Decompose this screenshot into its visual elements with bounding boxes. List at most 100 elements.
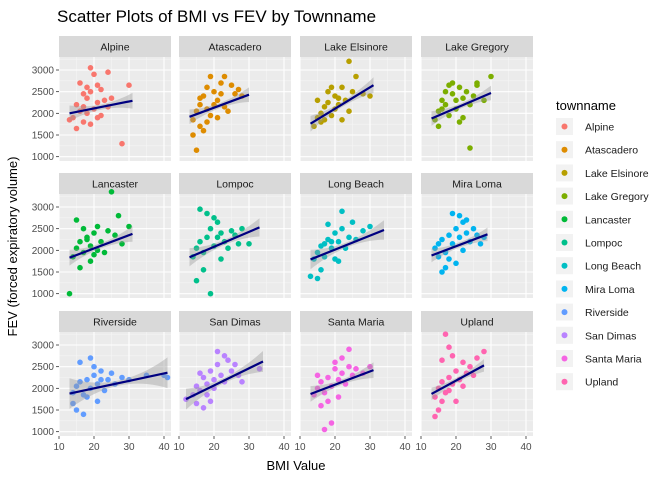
data-point — [439, 379, 445, 385]
data-point — [204, 392, 210, 398]
data-point — [94, 398, 101, 405]
facet-label: Atascadero — [208, 42, 261, 54]
facet-label: San Dimas — [209, 317, 260, 329]
data-point — [470, 225, 477, 232]
data-point — [470, 93, 477, 99]
fit-line — [189, 226, 260, 259]
facet-san-dimas: San Dimas 10 20 30 40 — [173, 311, 291, 453]
data-point — [218, 91, 224, 97]
data-point — [73, 245, 80, 251]
data-point — [77, 379, 83, 385]
legend-point — [561, 239, 568, 246]
legend-point — [561, 332, 568, 339]
data-point — [339, 117, 345, 123]
facet-label: Long Beach — [328, 179, 384, 191]
legend-label: Riverside — [585, 307, 629, 319]
data-point — [460, 383, 466, 390]
data-point — [197, 238, 203, 245]
data-point — [214, 114, 221, 121]
legend-point — [561, 123, 568, 130]
data-point — [463, 88, 470, 95]
data-point — [190, 117, 196, 123]
data-point — [432, 413, 438, 420]
legend-point — [561, 355, 568, 362]
facet-strip — [179, 311, 291, 332]
legend-label: Santa Maria — [585, 354, 642, 366]
data-point — [77, 238, 83, 245]
facet-label: Lancaster — [92, 179, 139, 191]
facet-mira-loma: Mira Loma — [420, 173, 533, 298]
data-point — [256, 366, 263, 372]
fit-line — [431, 91, 492, 120]
data-point — [204, 381, 210, 387]
facet-strip — [300, 36, 412, 57]
legend-label: Lake Gregory — [585, 191, 649, 203]
data-point — [200, 267, 207, 273]
data-point — [91, 230, 97, 236]
data-point — [207, 398, 214, 405]
data-point — [80, 91, 87, 97]
data-point — [470, 372, 477, 379]
data-point — [73, 383, 80, 390]
data-point — [108, 189, 115, 195]
facet-alpine: Alpine 1000 1500 2000 2500 3000 — [32, 36, 171, 163]
data-point — [204, 119, 210, 125]
data-point — [197, 370, 203, 377]
x-tick-label: 30 — [243, 442, 255, 453]
data-point — [339, 370, 345, 377]
data-point — [235, 86, 242, 93]
data-point — [200, 127, 207, 134]
x-tick-label: 20 — [88, 442, 100, 453]
data-point — [346, 108, 352, 114]
fit-line — [69, 232, 133, 259]
x-tick-label: 40 — [278, 442, 290, 453]
data-point — [446, 374, 452, 381]
data-point — [80, 119, 87, 125]
data-point — [204, 84, 210, 91]
data-point — [84, 376, 90, 383]
facet-label: Alpine — [100, 42, 129, 54]
data-point — [367, 363, 373, 370]
data-point — [325, 88, 331, 95]
data-point — [449, 241, 456, 247]
y-tick-label: 1500 — [32, 131, 55, 142]
data-point — [94, 99, 101, 106]
y-tick-label: 1000 — [32, 427, 55, 438]
data-point — [225, 245, 231, 251]
data-point — [467, 145, 473, 151]
data-point — [94, 223, 101, 230]
data-point — [453, 398, 459, 405]
data-point — [126, 82, 132, 88]
facet-riverside: Riverside 1000 1500 2000 2500 3000 10 20 30 40 — [32, 311, 171, 453]
legend-point — [561, 262, 568, 269]
data-point — [164, 374, 171, 381]
facet-santa-maria: Santa Maria 10 20 30 40 — [294, 311, 412, 453]
fit-line — [431, 233, 488, 257]
data-point — [87, 88, 94, 95]
data-point — [339, 84, 345, 91]
data-point — [207, 368, 214, 374]
facet-strip — [179, 173, 291, 194]
data-point — [318, 267, 324, 273]
data-point — [228, 82, 235, 88]
legend-point — [561, 193, 568, 200]
data-point — [112, 232, 118, 238]
data-point — [87, 243, 94, 249]
data-point — [453, 97, 459, 104]
data-point — [342, 381, 349, 387]
data-point — [98, 368, 104, 374]
data-point — [214, 234, 221, 241]
data-point — [439, 106, 445, 112]
data-point — [439, 398, 445, 405]
x-tick-label: 20 — [208, 442, 220, 453]
y-tick-label: 2500 — [32, 224, 55, 235]
data-point — [460, 95, 466, 101]
data-point — [98, 86, 104, 93]
data-point — [442, 88, 449, 95]
data-point — [339, 225, 345, 232]
x-tick-label: 10 — [53, 442, 65, 453]
facet-strip — [421, 311, 533, 332]
data-point — [94, 247, 101, 254]
data-point — [101, 387, 108, 394]
